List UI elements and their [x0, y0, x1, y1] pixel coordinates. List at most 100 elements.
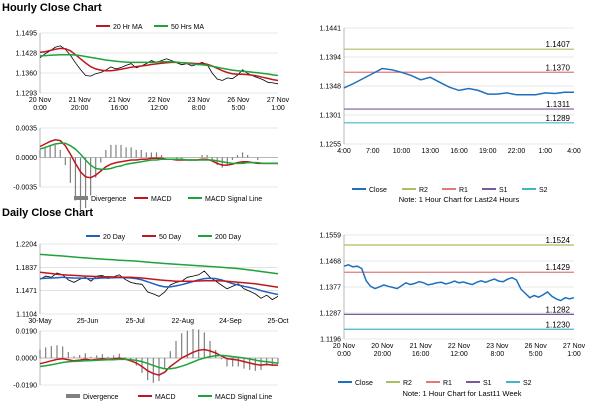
x-tick-line: 22-Aug: [172, 318, 195, 325]
series-price-line: [39, 45, 279, 85]
series-price-line: [39, 270, 279, 301]
x-tick-line: 12:00: [450, 351, 468, 358]
legend-label: Divergence: [91, 196, 127, 203]
level-r2-label: 1.1524: [546, 236, 571, 245]
y-tick-label: 1.1104: [16, 312, 37, 319]
x-tick-line: 1:00: [271, 105, 285, 112]
legend-label: R2: [403, 380, 412, 387]
x-tick-label: 21 Nov 16:00: [410, 343, 433, 358]
x-tick-label: 22:00: [508, 148, 526, 155]
x-tick-line: 22:00: [508, 148, 526, 155]
x-tick-label: 10:00: [393, 148, 411, 155]
y-tick-label: 1.1428: [16, 51, 38, 58]
series-50-hrs-ma-line: [39, 53, 279, 77]
x-tick-label: 30-May: [28, 318, 52, 325]
legend-label: MACD: [155, 394, 176, 401]
y-tick-label: 1.2204: [16, 242, 38, 249]
x-tick-line: 1:00: [567, 351, 581, 358]
series-200-day-line: [39, 253, 279, 275]
x-tick-line: 7:00: [366, 148, 380, 155]
level-s2-label: 1.1230: [546, 320, 571, 329]
legend-label: Close: [355, 380, 373, 387]
x-tick-line: 27 Nov: [563, 343, 586, 350]
level-s1-label: 1.1282: [546, 305, 571, 314]
x-tick-label: 7:00: [366, 148, 380, 155]
y-tick-label: -0.0035: [13, 185, 37, 192]
x-tick-line: 5:00: [232, 105, 246, 112]
legend-label: R1: [443, 380, 452, 387]
x-tick-line: 0:00: [337, 351, 351, 358]
legend-label: S1: [483, 380, 492, 387]
legend-label: S2: [523, 380, 532, 387]
series-close-line: [343, 67, 574, 96]
y-tick-label: 1.1348: [320, 84, 342, 91]
y-tick-label: 1.1360: [16, 71, 38, 78]
legend-label: Close: [369, 187, 387, 194]
series-macd-signal-line-line: [39, 354, 279, 370]
x-tick-line: 5:00: [529, 351, 543, 358]
x-tick-label: 22 Nov 12:00: [148, 97, 171, 112]
x-tick-line: 25-Jul: [126, 318, 146, 325]
series-close-line: [343, 263, 575, 302]
x-tick-line: 20 Nov: [29, 97, 52, 104]
series-50-day-line: [39, 271, 279, 289]
x-tick-line: 16:00: [450, 148, 468, 155]
x-tick-label: 21 Nov 16:00: [108, 97, 131, 112]
x-tick-label: 25-Jun: [77, 318, 99, 325]
x-tick-line: 20 Nov: [333, 343, 356, 350]
x-tick-label: 25-Jul: [126, 318, 146, 325]
daily-close-note: Note: 1 Hour Chart for Last11 Week: [403, 389, 522, 398]
legend-label: S1: [499, 187, 508, 194]
x-tick-label: 24-Sep: [219, 318, 242, 325]
legend-label: MACD: [151, 196, 172, 203]
x-tick-label: 4:00: [567, 148, 581, 155]
legend-swatch: [74, 196, 88, 200]
x-tick-label: 16:00: [450, 148, 468, 155]
x-tick-line: 8:00: [192, 105, 206, 112]
x-tick-line: 20 Nov: [371, 343, 394, 350]
x-tick-label: 21 Nov 20:00: [69, 97, 92, 112]
x-tick-line: 30-May: [28, 318, 52, 325]
legend-label: MACD Signal Line: [215, 394, 272, 401]
y-tick-label: 0.0000: [16, 356, 38, 363]
series-20-day-line: [39, 276, 279, 296]
y-tick-label: 1.1559: [320, 233, 342, 240]
x-tick-line: 26 Nov: [227, 97, 250, 104]
y-tick-label: 1.1196: [320, 337, 341, 344]
x-tick-line: 20:00: [71, 105, 89, 112]
legend-label: 20 Day: [103, 234, 126, 241]
x-tick-line: 21 Nov: [69, 97, 92, 104]
y-tick-label: 1.1394: [320, 55, 342, 62]
x-tick-label: 4:00: [337, 148, 351, 155]
x-tick-line: 26 Nov: [525, 343, 548, 350]
x-tick-line: 8:00: [491, 351, 505, 358]
legend-label: 200 Day: [215, 234, 242, 241]
x-tick-line: 13:00: [421, 148, 439, 155]
y-tick-label: -0.0190: [13, 383, 37, 390]
y-tick-label: 1.1377: [320, 285, 342, 292]
level-r2-label: 1.1407: [546, 40, 571, 49]
series-20-hr-ma-line: [39, 47, 279, 82]
x-tick-label: 22-Aug: [172, 318, 195, 325]
x-tick-line: 16:00: [412, 351, 430, 358]
x-tick-line: 25-Jun: [77, 318, 99, 325]
x-tick-line: 20:00: [374, 351, 392, 358]
daily-section-title: Daily Close Chart: [2, 207, 94, 219]
x-tick-label: 23 Nov 8:00: [486, 343, 509, 358]
level-s2-label: 1.1289: [546, 114, 571, 123]
x-tick-label: 22 Nov 12:00: [448, 343, 471, 358]
y-tick-label: 1.1301: [320, 113, 342, 120]
level-r1-label: 1.1429: [546, 263, 571, 272]
x-tick-line: 16:00: [111, 105, 129, 112]
x-tick-line: 24-Sep: [219, 318, 242, 325]
level-s1-label: 1.1311: [546, 100, 570, 109]
x-tick-line: 27 Nov: [267, 97, 290, 104]
x-tick-line: 1:00: [538, 148, 552, 155]
legend-label: Divergence: [83, 394, 119, 401]
x-tick-line: 4:00: [337, 148, 351, 155]
legend-swatch: [66, 394, 80, 398]
y-tick-label: 1.1287: [320, 311, 342, 318]
level-r1-label: 1.1370: [546, 63, 571, 72]
x-tick-line: 4:00: [567, 148, 581, 155]
hourly-section-title: Hourly Close Chart: [2, 2, 102, 14]
